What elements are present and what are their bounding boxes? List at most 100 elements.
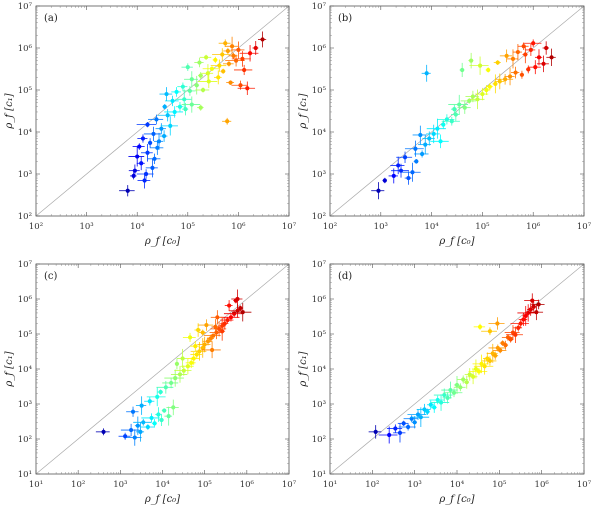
data-point	[225, 48, 230, 54]
data-point	[493, 81, 498, 86]
data-point	[209, 66, 215, 71]
data-point	[544, 45, 549, 51]
data-point	[139, 403, 144, 408]
x-tick-label: 10⁴	[130, 222, 145, 232]
data-point	[526, 67, 531, 72]
y-tick-label: 10⁷	[18, 2, 33, 12]
data-point	[185, 65, 190, 70]
y-tick-label: 10⁴	[312, 128, 327, 138]
data-point	[189, 102, 194, 107]
data-point	[470, 94, 475, 99]
data-point	[515, 49, 521, 55]
data-point	[423, 142, 428, 147]
panel-label: (a)	[44, 13, 58, 24]
x-tick-label: 10⁷	[282, 222, 297, 232]
data-point	[198, 105, 203, 110]
data-point	[173, 375, 178, 381]
x-tick-label: 10³	[408, 480, 422, 490]
x-tick-label: 10¹	[29, 480, 43, 490]
x-tick-label: 10⁴	[424, 222, 439, 232]
x-axis-label: ρ_f [c₀]	[144, 494, 180, 505]
diagonal-line	[35, 5, 290, 217]
data-point	[180, 356, 185, 361]
data-point	[410, 170, 415, 175]
y-tick-label: 10¹	[312, 470, 326, 480]
data-point	[519, 72, 525, 77]
data-point	[521, 317, 526, 322]
data-point	[414, 159, 419, 164]
y-tick-label: 10⁷	[312, 260, 327, 270]
data-point	[185, 364, 190, 369]
data-point	[187, 335, 193, 340]
data-point	[206, 79, 211, 84]
data-point	[406, 175, 411, 181]
data-point	[174, 89, 179, 95]
data-point	[480, 91, 485, 97]
data-point	[161, 133, 167, 139]
data-point	[486, 67, 491, 73]
y-tick-label: 10⁵	[312, 86, 327, 96]
data-point	[191, 356, 196, 361]
data-point	[452, 107, 457, 112]
data-point	[128, 427, 134, 433]
data-point	[473, 366, 479, 372]
data-point	[138, 429, 143, 434]
data-point	[460, 67, 465, 73]
data-point	[180, 84, 185, 89]
data-point	[534, 310, 539, 315]
data-point	[393, 426, 398, 431]
data-point	[453, 112, 458, 117]
data-point	[187, 88, 192, 94]
data-point	[528, 47, 533, 53]
y-tick-label: 10⁷	[18, 260, 33, 270]
data-point	[155, 145, 160, 150]
data-point	[422, 407, 427, 412]
data-point	[189, 360, 194, 365]
data-point	[233, 58, 239, 63]
panel-label: (c)	[44, 271, 58, 282]
data-point	[155, 394, 160, 399]
data-point	[150, 165, 155, 170]
x-tick-label: 10³	[374, 222, 388, 232]
data-point	[189, 77, 194, 82]
data-point	[477, 63, 483, 68]
data-point	[409, 416, 414, 421]
data-point	[504, 53, 509, 58]
y-axis-label: ρ_f [c₁]	[4, 93, 15, 129]
data-point	[531, 41, 536, 46]
data-point	[438, 400, 444, 405]
y-tick-label: 10⁴	[18, 128, 33, 138]
data-point	[200, 330, 205, 335]
data-point	[162, 408, 167, 413]
data-point	[220, 329, 225, 334]
data-point	[209, 347, 215, 353]
data-point	[238, 305, 243, 311]
data-point	[438, 139, 443, 144]
data-point	[493, 353, 498, 358]
data-point	[166, 414, 171, 419]
x-tick-label: 10⁶	[231, 222, 246, 232]
y-tick-label: 10³	[312, 170, 326, 180]
y-tick-label: 10²	[312, 212, 326, 222]
data-point	[462, 105, 467, 110]
data-point	[444, 117, 449, 122]
data-point	[497, 79, 502, 84]
y-tick-label: 10³	[18, 400, 32, 410]
data-point	[530, 298, 535, 303]
diagonal-line	[35, 263, 290, 475]
data-point	[156, 139, 162, 144]
data-point	[458, 385, 463, 390]
diagonal-line	[329, 263, 585, 475]
data-point	[528, 307, 533, 312]
data-point	[182, 97, 187, 102]
data-point	[228, 80, 233, 85]
data-point	[208, 336, 213, 341]
y-tick-label: 10⁵	[312, 330, 327, 340]
data-point	[549, 55, 554, 60]
data-point	[215, 315, 220, 320]
x-tick-label: 10⁵	[475, 222, 490, 232]
data-point	[536, 55, 542, 60]
data-point	[475, 97, 480, 102]
